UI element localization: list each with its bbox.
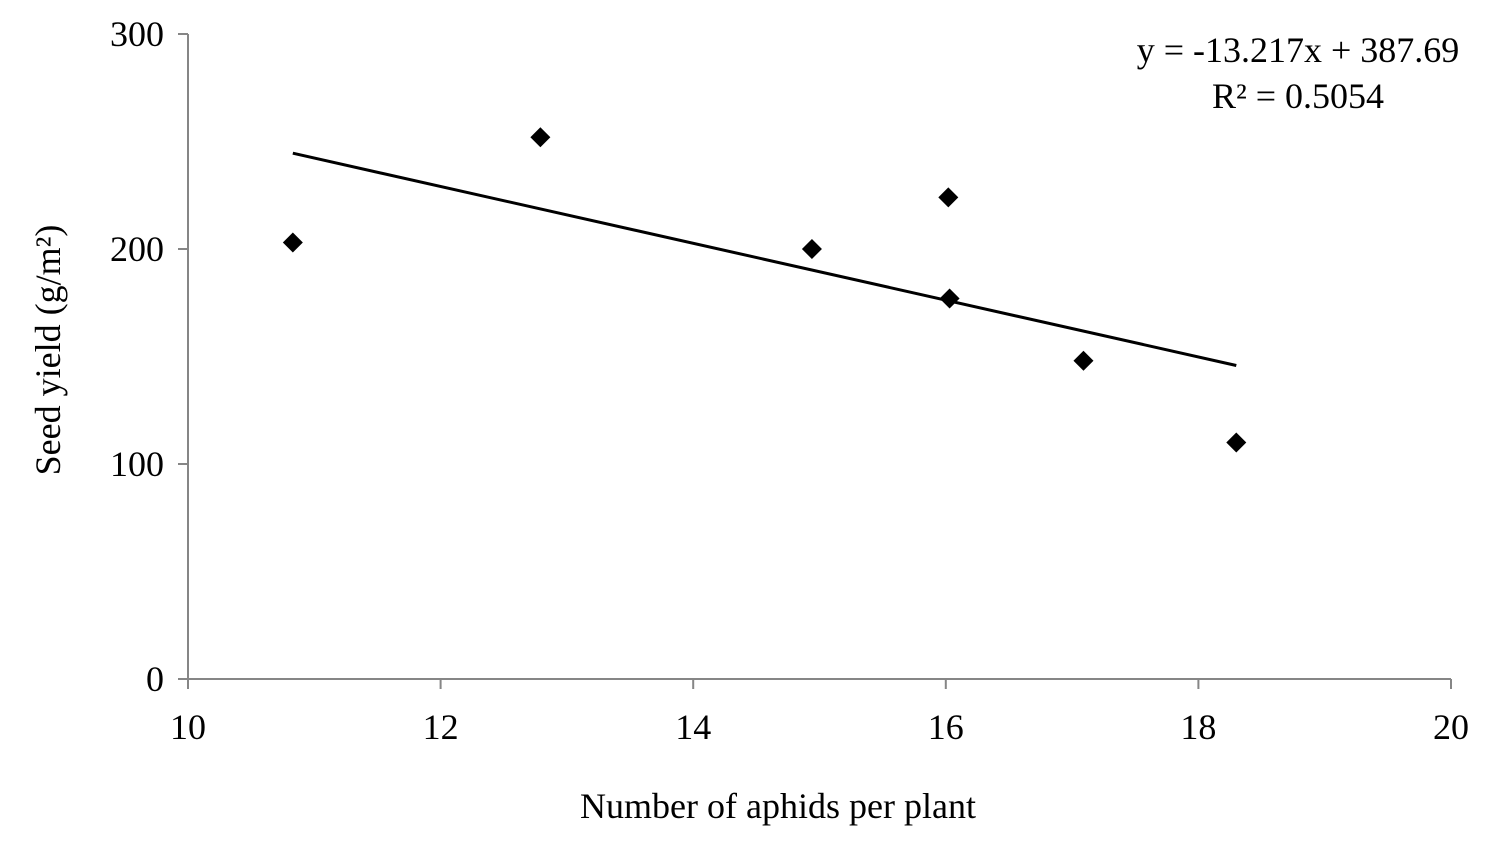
y-tick-label: 0 [146,659,164,699]
x-tick-label: 18 [1180,707,1216,747]
trendline [292,151,1237,367]
data-point [801,239,822,259]
data-point [938,187,959,208]
trendline-group [292,151,1237,367]
x-tick-label: 14 [675,707,711,747]
y-tick-label: 200 [110,229,164,269]
data-point [282,232,303,253]
tick-labels: 0 100 200 300 10 12 14 16 18 20 [110,14,1469,747]
axes [178,33,1452,689]
x-tick-label: 20 [1433,707,1469,747]
x-tick-label: 10 [170,707,206,747]
r-squared-label: R² = 0.5054 [1212,76,1384,116]
data-point [530,127,551,148]
y-tick-label: 300 [110,14,164,54]
y-axis-title: Seed yield (g/m²) [28,225,68,476]
data-points [282,127,1247,453]
data-point [1226,432,1247,453]
x-tick-label: 16 [928,707,964,747]
data-point [939,288,960,309]
x-tick-label: 12 [423,707,459,747]
x-axis-title: Number of aphids per plant [580,786,976,826]
y-tick-label: 100 [110,444,164,484]
data-point [1073,350,1094,371]
trendline-equation: y = -13.217x + 387.69 [1137,30,1460,70]
